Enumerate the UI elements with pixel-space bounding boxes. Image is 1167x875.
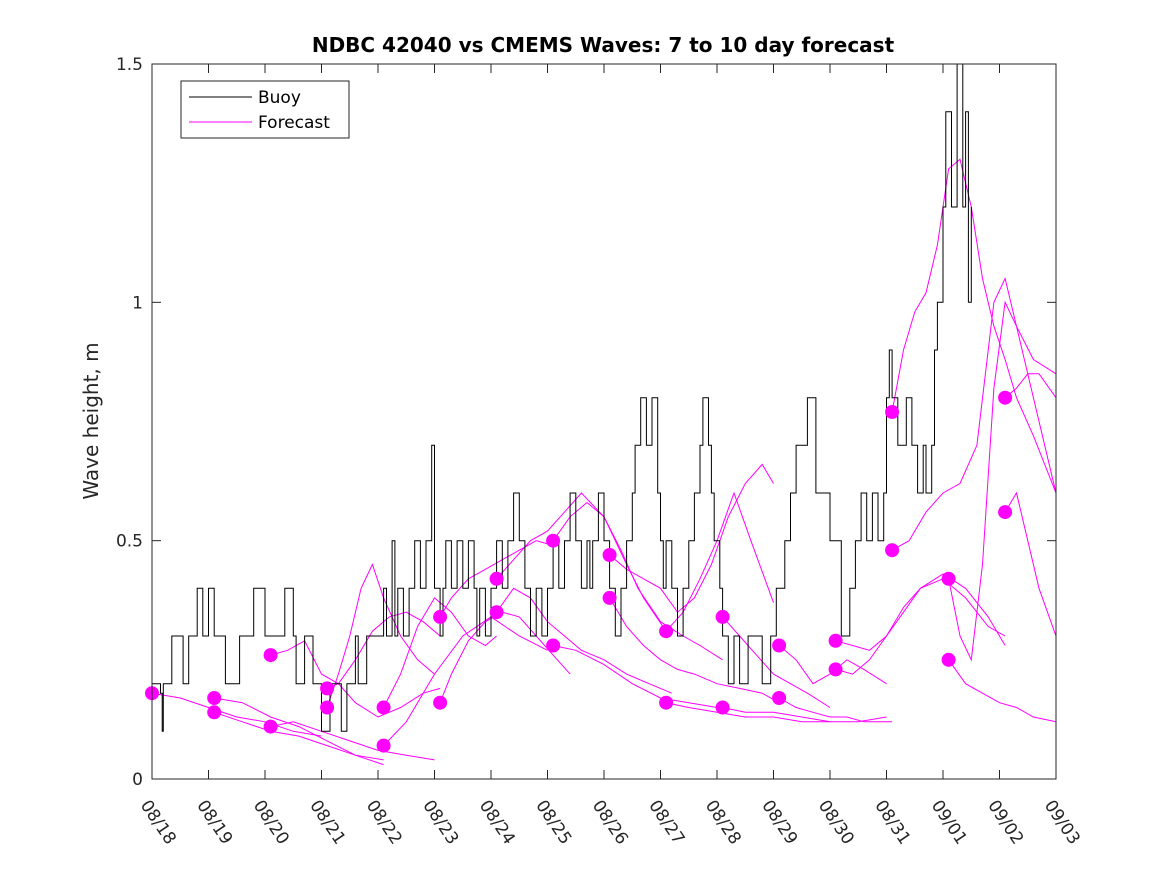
forecast-start-marker-20: [715, 700, 730, 715]
legend-box: [180, 80, 350, 139]
forecast-start-marker-14: [546, 638, 561, 653]
y-tick-label-0: 0: [132, 770, 143, 790]
forecast-line-14: [552, 645, 718, 708]
forecast-line-4: [270, 721, 435, 761]
forecast-start-marker-25: [885, 405, 900, 419]
forecast-line-22: [778, 697, 893, 723]
forecast-line-30: [1004, 491, 1057, 637]
legend: Buoy Forecast: [180, 80, 350, 139]
forecast-line-16: [609, 597, 780, 704]
forecast-line-20: [722, 707, 887, 723]
forecast-line-0: [151, 692, 322, 737]
forecast-start-marker-8: [376, 738, 391, 753]
forecast-start-marker-5: [320, 681, 335, 696]
forecast-start-marker-23: [828, 633, 843, 648]
forecast-line-29: [1004, 373, 1057, 399]
forecast-start-marker-28: [941, 652, 956, 667]
forecast-start-marker-19: [715, 609, 730, 624]
forecast-start-marker-12: [489, 605, 504, 620]
forecast-line-18: [665, 702, 830, 723]
forecast-line-28: [948, 659, 1057, 723]
forecast-start-marker-16: [602, 590, 617, 605]
y-tick-label-1: 0.5: [116, 532, 143, 552]
forecast-start-marker-29: [998, 390, 1013, 405]
forecast-start-marker-9: [433, 609, 448, 624]
forecast-start-marker-2: [207, 705, 222, 720]
forecast-start-marker-21: [772, 638, 787, 653]
forecast-line-2: [214, 711, 384, 761]
series-layer: [145, 63, 1057, 766]
forecast-start-marker-4: [263, 719, 278, 734]
forecast-line-9: [439, 540, 554, 618]
y-tick-label-2: 1: [132, 293, 143, 313]
y-axis-label: Wave height, m: [79, 342, 103, 499]
legend-label-buoy: Buoy: [258, 88, 301, 108]
forecast-start-marker-26: [885, 543, 900, 558]
y-tick-label-3: 1.5: [116, 55, 143, 75]
forecast-start-marker-11: [489, 571, 504, 586]
forecast-line-12: [496, 587, 672, 694]
forecast-line-24: [835, 573, 1006, 675]
forecast-start-marker-10: [433, 695, 448, 710]
forecast-start-marker-27: [941, 571, 956, 586]
forecast-start-marker-18: [659, 695, 674, 710]
forecast-line-21: [778, 645, 887, 685]
forecast-line-13: [552, 501, 723, 661]
plot-background: [152, 64, 1056, 779]
forecast-start-marker-13: [546, 533, 561, 548]
forecast-start-marker-24: [828, 662, 843, 677]
legend-label-forecast: Forecast: [258, 113, 330, 133]
forecast-start-marker-30: [998, 505, 1013, 520]
forecast-start-marker-15: [602, 548, 617, 562]
forecast-start-marker-1: [207, 691, 222, 705]
forecast-line-5: [326, 611, 441, 689]
forecast-start-marker-22: [772, 691, 787, 705]
forecast-start-marker-6: [320, 700, 335, 715]
buoy-line: [152, 63, 972, 732]
forecast-start-marker-17: [659, 624, 674, 639]
forecast-line-8: [383, 616, 548, 746]
forecast-line-26: [891, 276, 1057, 551]
forecast-start-marker-3: [263, 648, 278, 663]
forecast-line-27: [948, 300, 1057, 662]
chart-title: NDBC 42040 vs CMEMS Waves: 7 to 10 day f…: [312, 33, 895, 57]
plot-area: [152, 64, 1056, 779]
forecast-start-marker-7: [376, 700, 391, 715]
forecast-line-6: [326, 563, 435, 708]
forecast-line-15: [609, 463, 774, 613]
